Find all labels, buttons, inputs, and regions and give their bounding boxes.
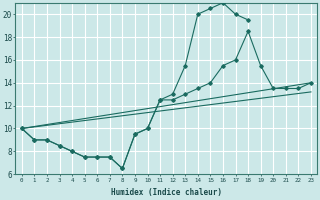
- X-axis label: Humidex (Indice chaleur): Humidex (Indice chaleur): [111, 188, 222, 197]
